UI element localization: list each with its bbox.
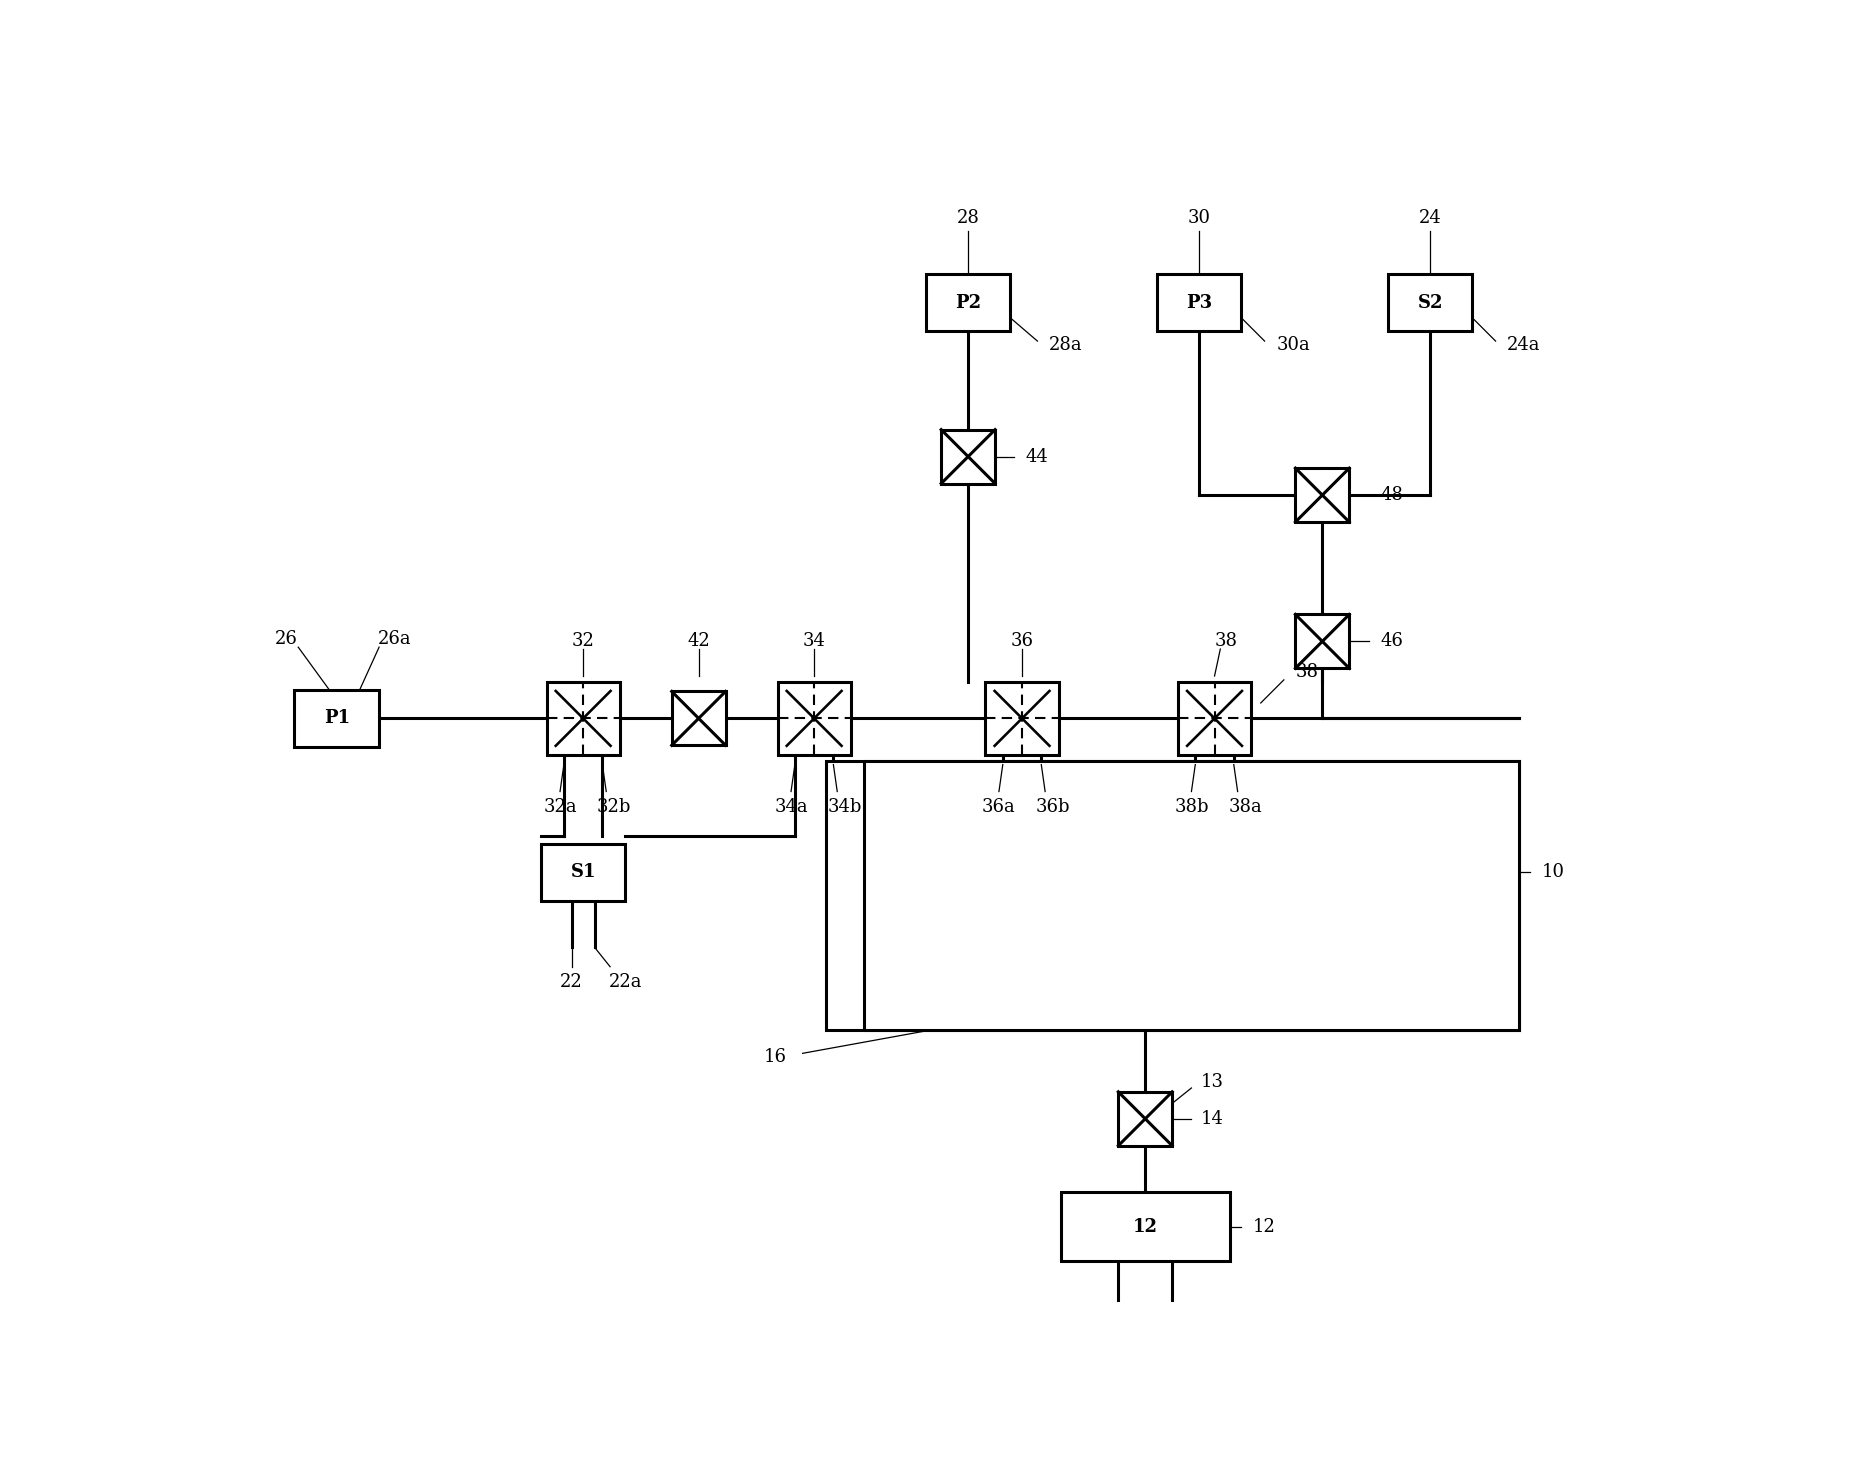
- Text: 36: 36: [1009, 633, 1033, 651]
- Bar: [1059, 1192, 1230, 1261]
- Bar: [777, 682, 850, 754]
- Text: 32a: 32a: [544, 797, 577, 817]
- Text: 42: 42: [686, 633, 710, 651]
- Text: 12: 12: [1132, 1218, 1158, 1236]
- Text: 34b: 34b: [827, 797, 863, 817]
- Text: S2: S2: [1417, 293, 1441, 311]
- Text: 34: 34: [801, 633, 825, 651]
- Text: 38a: 38a: [1228, 797, 1261, 817]
- Text: P3: P3: [1185, 293, 1211, 311]
- Text: 44: 44: [1026, 448, 1048, 465]
- Text: 26a: 26a: [377, 630, 412, 649]
- Text: 30: 30: [1187, 209, 1209, 227]
- Text: 12: 12: [1252, 1218, 1274, 1236]
- Text: 28a: 28a: [1048, 336, 1081, 354]
- Text: 14: 14: [1200, 1110, 1222, 1128]
- Bar: [1388, 274, 1471, 332]
- Bar: [295, 689, 378, 747]
- Text: 24: 24: [1417, 209, 1441, 227]
- Text: S1: S1: [569, 864, 595, 882]
- Text: 32: 32: [571, 633, 594, 651]
- Bar: [1178, 682, 1250, 754]
- Text: 16: 16: [764, 1048, 787, 1066]
- Text: 38b: 38b: [1174, 797, 1208, 817]
- Text: 38: 38: [1295, 662, 1317, 682]
- Text: 32b: 32b: [597, 797, 631, 817]
- Text: 34a: 34a: [774, 797, 807, 817]
- Bar: [940, 430, 994, 483]
- Text: 48: 48: [1380, 486, 1402, 504]
- Bar: [1119, 1092, 1172, 1146]
- Bar: [1156, 274, 1241, 332]
- Bar: [825, 760, 1517, 1030]
- Text: 10: 10: [1542, 864, 1564, 882]
- Bar: [1295, 468, 1349, 522]
- Bar: [540, 843, 625, 901]
- Text: 22: 22: [560, 974, 582, 991]
- Text: 36a: 36a: [981, 797, 1015, 817]
- Bar: [1295, 615, 1349, 668]
- Bar: [985, 682, 1057, 754]
- Text: 28: 28: [955, 209, 979, 227]
- Bar: [672, 692, 725, 745]
- Text: 13: 13: [1200, 1073, 1222, 1091]
- Text: 36b: 36b: [1035, 797, 1070, 817]
- Bar: [545, 682, 620, 754]
- Text: P1: P1: [323, 710, 349, 728]
- Text: 46: 46: [1380, 633, 1402, 651]
- Text: 26: 26: [275, 630, 299, 649]
- Text: 38: 38: [1213, 633, 1237, 651]
- Bar: [926, 274, 1009, 332]
- Text: P2: P2: [955, 293, 981, 311]
- Bar: [864, 760, 1517, 1030]
- Text: 24a: 24a: [1506, 336, 1540, 354]
- Text: 22a: 22a: [608, 974, 642, 991]
- Text: 30a: 30a: [1276, 336, 1310, 354]
